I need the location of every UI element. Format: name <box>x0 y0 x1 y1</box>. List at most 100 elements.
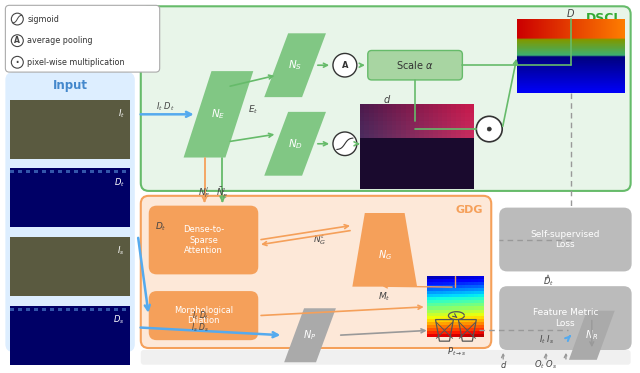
Bar <box>10 347 130 353</box>
Bar <box>10 306 130 365</box>
Bar <box>10 308 14 311</box>
Bar <box>451 150 456 156</box>
Bar <box>419 121 424 126</box>
Bar <box>369 125 374 131</box>
Bar <box>364 154 369 160</box>
Bar <box>442 184 447 189</box>
Bar <box>424 175 429 181</box>
Bar <box>10 341 130 347</box>
Bar <box>10 204 130 210</box>
Bar <box>82 170 86 173</box>
Bar <box>392 154 396 160</box>
Text: $I_t \ D_t$: $I_t \ D_t$ <box>156 100 175 113</box>
Bar <box>410 121 415 126</box>
Bar <box>406 184 410 189</box>
Bar <box>424 171 429 176</box>
Bar <box>451 121 456 126</box>
Bar <box>433 146 438 151</box>
Bar <box>415 142 419 147</box>
Bar <box>392 104 396 110</box>
Bar <box>442 180 447 185</box>
Bar <box>396 134 401 139</box>
Bar <box>438 159 442 164</box>
Bar <box>465 104 470 110</box>
Bar <box>396 150 401 156</box>
Text: $N_E$: $N_E$ <box>211 107 226 121</box>
Bar <box>383 142 387 147</box>
Bar <box>378 180 383 185</box>
Polygon shape <box>264 33 326 97</box>
Text: $\bar{N}_E^l$: $\bar{N}_E^l$ <box>216 185 229 201</box>
Bar <box>456 150 461 156</box>
Bar <box>396 104 401 110</box>
Bar <box>465 129 470 135</box>
Text: $M_t$: $M_t$ <box>378 291 391 303</box>
Bar <box>392 163 396 168</box>
Bar <box>19 170 22 173</box>
Bar <box>387 171 392 176</box>
Bar <box>392 113 396 118</box>
Bar <box>401 134 406 139</box>
Bar <box>396 138 401 143</box>
Bar <box>374 142 378 147</box>
Bar <box>415 184 419 189</box>
Bar <box>442 125 447 131</box>
Bar <box>447 113 451 118</box>
FancyBboxPatch shape <box>5 5 160 72</box>
Text: $O_t \ O_s$: $O_t \ O_s$ <box>534 358 557 371</box>
Bar <box>424 146 429 151</box>
Bar <box>369 109 374 114</box>
Bar <box>406 180 410 185</box>
Bar <box>447 184 451 189</box>
Bar <box>451 180 456 185</box>
Bar <box>374 184 378 189</box>
Bar <box>465 113 470 118</box>
Bar <box>360 163 364 168</box>
Bar <box>433 104 438 110</box>
Bar <box>374 113 378 118</box>
Bar <box>429 159 433 164</box>
Bar <box>438 184 442 189</box>
Bar <box>387 129 392 135</box>
Bar <box>419 125 424 131</box>
Bar <box>374 163 378 168</box>
Bar <box>442 146 447 151</box>
Bar <box>465 109 470 114</box>
Bar <box>387 146 392 151</box>
Bar <box>456 180 461 185</box>
Bar <box>369 142 374 147</box>
Bar <box>419 159 424 164</box>
Circle shape <box>487 127 492 131</box>
Bar <box>50 170 54 173</box>
Bar <box>465 150 470 156</box>
Bar <box>419 150 424 156</box>
Bar <box>58 308 62 311</box>
Bar <box>429 150 433 156</box>
Bar <box>396 154 401 160</box>
Bar <box>360 146 364 151</box>
Bar <box>442 138 447 143</box>
Bar <box>374 138 378 143</box>
Text: $d$: $d$ <box>500 359 507 370</box>
Bar <box>387 154 392 160</box>
Bar <box>429 167 433 172</box>
Bar <box>74 308 78 311</box>
Bar <box>438 129 442 135</box>
Bar <box>396 167 401 172</box>
Bar <box>360 104 474 188</box>
Bar <box>122 308 126 311</box>
Bar <box>401 175 406 181</box>
Bar <box>378 175 383 181</box>
Text: $N_E^l$: $N_E^l$ <box>198 185 211 200</box>
Bar <box>369 150 374 156</box>
Bar <box>415 180 419 185</box>
Bar <box>438 180 442 185</box>
Bar <box>364 109 369 114</box>
Bar <box>433 129 438 135</box>
Bar <box>424 129 429 135</box>
Bar <box>451 129 456 135</box>
Bar <box>396 146 401 151</box>
Bar <box>396 180 401 185</box>
Bar <box>383 113 387 118</box>
Bar <box>465 167 470 172</box>
